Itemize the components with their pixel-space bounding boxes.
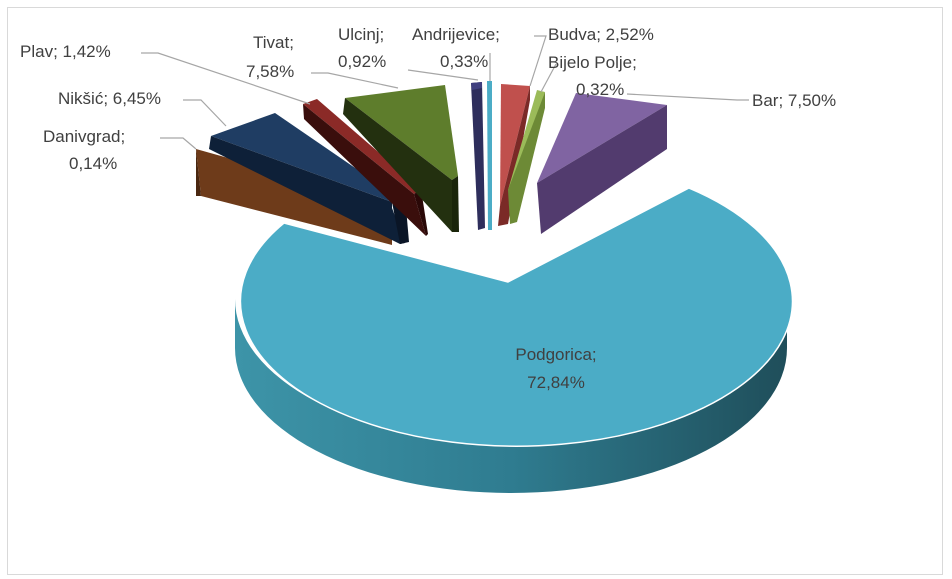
- leader-budva: [529, 35, 547, 87]
- chart-area: Podgorica; 72,84% Bar; 7,50% Bijelo Polj…: [7, 7, 943, 575]
- leader-tivat: [311, 72, 399, 89]
- slice-podgorica: [235, 187, 794, 493]
- label-budva: Budva; 2,52%: [548, 25, 654, 44]
- label-danivgrad-name: Danivgrad;: [43, 127, 125, 146]
- slice-podgorica-top: [239, 187, 794, 447]
- slice-bar: [537, 93, 667, 234]
- slice-budva: [498, 84, 530, 226]
- label-bijelo-polje-name: Bijelo Polje;: [548, 53, 637, 72]
- label-ulcinj-value: 0,92%: [338, 52, 386, 71]
- label-niksic: Nikšić; 6,45%: [58, 89, 161, 108]
- label-danivgrad-value: 0,14%: [69, 154, 117, 173]
- leader-danivgrad: [160, 137, 197, 150]
- label-podgorica-value: 72,84%: [527, 373, 585, 392]
- leader-bijelo-polje: [540, 63, 557, 93]
- leader-ulcinj: [407, 69, 479, 81]
- slice-ulcinj: [471, 82, 485, 230]
- slice-tivat: [343, 85, 459, 232]
- leader-niksic: [183, 99, 227, 127]
- label-bijelo-polje-value: 0,32%: [576, 80, 624, 99]
- leader-lines: [141, 35, 749, 150]
- label-tivat-value: 7,58%: [246, 62, 294, 81]
- slice-plav: [303, 99, 428, 236]
- leader-bar: [626, 93, 749, 101]
- label-plav: Plav; 1,42%: [20, 42, 111, 61]
- leader-plav: [141, 52, 311, 105]
- label-ulcinj-name: Ulcinj;: [338, 25, 384, 44]
- label-podgorica-name: Podgorica;: [515, 345, 596, 364]
- data-labels: Podgorica; 72,84% Bar; 7,50% Bijelo Polj…: [20, 25, 836, 392]
- label-andrijevice-value: 0,33%: [440, 52, 488, 71]
- slice-bijelo-polje: [508, 90, 545, 224]
- label-tivat-name: Tivat;: [253, 33, 294, 52]
- label-andrijevice-name: Andrijevice;: [412, 25, 500, 44]
- label-bar: Bar; 7,50%: [752, 91, 836, 110]
- slice-andrijevice: [487, 81, 492, 230]
- slice-danivgrad: [196, 149, 392, 245]
- pie-chart: Podgorica; 72,84% Bar; 7,50% Bijelo Polj…: [20, 25, 836, 493]
- slice-podgorica-side: [235, 299, 787, 493]
